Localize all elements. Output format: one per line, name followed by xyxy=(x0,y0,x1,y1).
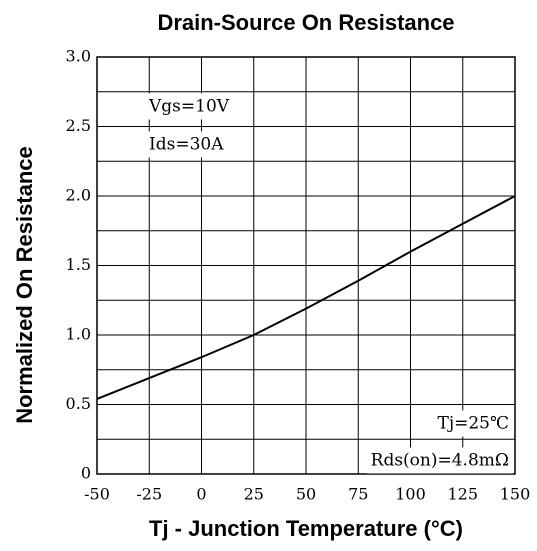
y-tick-label: 0.5 xyxy=(66,394,91,413)
x-tick-label: 50 xyxy=(296,485,316,504)
y-tick-label: 2.5 xyxy=(66,116,91,135)
x-tick-label: 25 xyxy=(244,485,264,504)
chart-title: Drain-Source On Resistance xyxy=(157,10,454,35)
y-tick-label: 3.0 xyxy=(66,47,91,66)
annotation: Tj=25℃ xyxy=(437,414,509,434)
annotation: Ids=30A xyxy=(149,135,224,155)
x-axis-label: Tj - Junction Temperature (°C) xyxy=(149,516,463,541)
x-tick-label: 75 xyxy=(348,485,368,504)
y-axis-label: Normalized On Resistance xyxy=(12,146,37,424)
data-line xyxy=(96,195,516,400)
x-tick-label: 100 xyxy=(395,485,426,504)
annotation-bg xyxy=(144,93,234,120)
y-tick-label: 1.0 xyxy=(66,325,91,344)
annotation-bg xyxy=(366,447,513,474)
y-tick-label: 1.5 xyxy=(66,255,91,274)
annotation-bg xyxy=(433,410,513,437)
x-tick-label: -50 xyxy=(84,485,110,504)
plot-frame xyxy=(96,56,516,475)
annotation: Vgs=10V xyxy=(148,97,230,117)
x-tick-label: 0 xyxy=(196,485,206,504)
annotation-bg xyxy=(145,131,229,158)
x-tick-label: 125 xyxy=(447,485,478,504)
annotation: Rds(on)=4.8mΩ xyxy=(371,451,509,471)
x-tick-label: 150 xyxy=(500,485,531,504)
x-tick-label: -25 xyxy=(136,485,162,504)
y-tick-label: 2.0 xyxy=(66,186,91,205)
y-tick-label: 0 xyxy=(81,464,91,483)
